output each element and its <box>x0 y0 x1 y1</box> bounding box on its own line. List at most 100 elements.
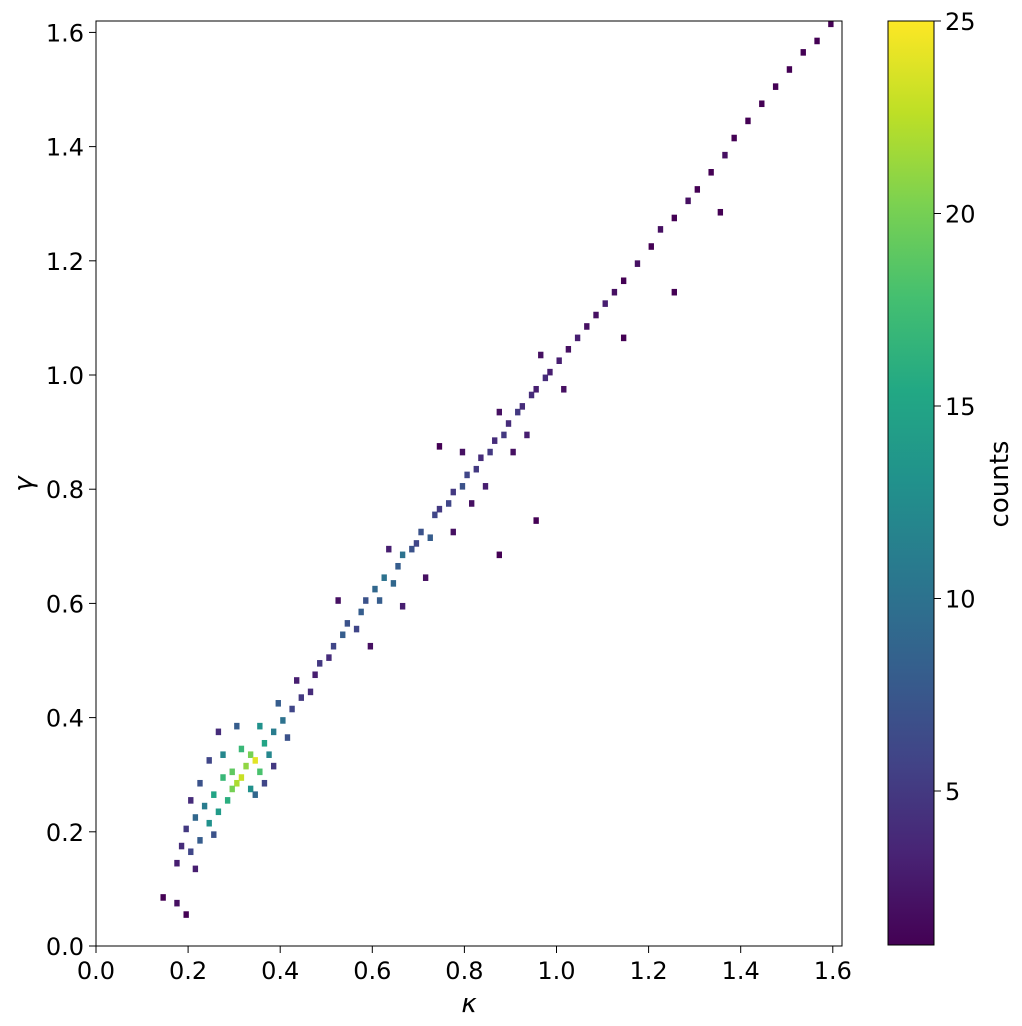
histogram-cell <box>528 391 535 399</box>
histogram-cell <box>515 408 521 416</box>
histogram-cell <box>584 323 590 330</box>
y-tick-label: 0.6 <box>46 590 84 618</box>
y-tick-label: 1.6 <box>46 19 84 47</box>
histogram-cell <box>188 848 194 856</box>
histogram-cell <box>183 911 189 918</box>
histogram-cell <box>270 762 277 770</box>
histogram-cell <box>344 620 351 627</box>
x-axis-label: κ <box>461 989 477 1019</box>
colorbar-label: counts <box>985 441 1015 528</box>
histogram-cell <box>220 751 226 758</box>
histogram-cell <box>261 739 268 747</box>
histogram-cell <box>648 243 654 250</box>
histogram-cell <box>432 511 438 519</box>
histogram-cell <box>234 722 240 730</box>
x-tick-label: 0.8 <box>445 957 483 985</box>
histogram-cell <box>473 465 479 473</box>
histogram-cell <box>270 728 277 736</box>
y-tick-label: 1.2 <box>46 248 84 276</box>
histogram-cell <box>247 751 254 758</box>
histogram-cell <box>294 677 300 684</box>
histogram-cell <box>717 208 724 216</box>
histogram-cell <box>671 214 677 222</box>
histogram-cell <box>814 37 820 45</box>
histogram-cell <box>229 768 235 776</box>
histogram-cell <box>634 260 641 267</box>
histogram-cell <box>215 728 222 736</box>
plot-background <box>96 21 842 946</box>
histogram-cell <box>243 762 249 770</box>
histogram-cell <box>211 831 217 838</box>
histogram-cell <box>372 585 378 593</box>
histogram-cell <box>602 300 608 307</box>
plot-area <box>95 20 843 947</box>
histogram-cell <box>192 865 199 873</box>
histogram-cell <box>206 757 212 764</box>
histogram-cell <box>533 385 539 393</box>
y-axis-label: γ <box>9 475 39 492</box>
histogram-cell <box>533 517 539 524</box>
histogram-cell <box>593 311 599 319</box>
histogram-cell <box>252 791 258 798</box>
histogram-cell <box>671 288 677 296</box>
histogram-cell <box>220 774 226 781</box>
histogram-cell <box>722 151 728 159</box>
histogram-cell <box>160 894 166 901</box>
histogram-cell <box>828 21 834 28</box>
histogram-cell <box>565 346 572 353</box>
histogram-cell <box>386 545 392 553</box>
colorbar-tick-label: 25 <box>945 8 976 36</box>
histogram-cell <box>510 448 516 456</box>
histogram-cell <box>620 277 627 285</box>
histogram-cell <box>685 197 691 205</box>
histogram-cell <box>367 642 374 650</box>
histogram-cell <box>487 448 493 456</box>
histogram-cell <box>399 551 406 559</box>
histogram-cell <box>482 483 489 490</box>
histogram-cell <box>275 700 281 707</box>
x-tick-label: 0.6 <box>353 957 391 985</box>
histogram-cell <box>353 625 360 633</box>
colorbar: 5 10 15 20 25 counts <box>887 8 1015 946</box>
histogram-cell <box>178 842 185 850</box>
histogram-cell <box>574 334 581 342</box>
histogram-cell <box>464 471 470 479</box>
histogram-cell <box>427 534 433 541</box>
histogram-cell <box>524 431 530 439</box>
histogram-cell <box>284 734 291 741</box>
histogram-cell <box>501 431 507 439</box>
histogram-cell <box>358 608 364 616</box>
histogram-cell <box>211 791 217 798</box>
histogram-cell <box>445 500 452 507</box>
histogram-cell <box>234 779 240 787</box>
histogram-cell <box>786 66 793 73</box>
histogram-cell <box>418 528 424 536</box>
histogram-cell <box>206 819 212 827</box>
histogram-cell <box>547 368 553 376</box>
histogram-cell <box>800 49 806 56</box>
histogram-cell <box>459 448 466 456</box>
y-tick-label: 0.4 <box>46 705 84 733</box>
histogram-cell <box>197 837 203 844</box>
y-tick-label: 0.2 <box>46 819 84 847</box>
histogram-cell <box>363 597 369 604</box>
histogram-cell <box>376 597 383 604</box>
histogram-cell <box>229 785 235 793</box>
y-axis: 0.0 0.2 0.4 0.6 0.8 1.0 1.2 1.4 1.6 <box>46 19 96 961</box>
x-tick-label: 0.2 <box>169 957 207 985</box>
histogram-cell <box>326 654 332 661</box>
x-tick-label: 0.4 <box>261 957 299 985</box>
histogram-cells <box>160 21 834 918</box>
histogram-cell <box>436 505 443 513</box>
histogram-cell <box>174 859 180 867</box>
histogram-cell <box>335 597 341 604</box>
histogram-cell <box>252 757 258 764</box>
histogram-cell <box>224 797 231 804</box>
histogram-cell <box>188 797 194 804</box>
histogram-cell <box>266 751 272 758</box>
histogram-cell <box>519 403 526 410</box>
x-tick-label: 1.0 <box>537 957 575 985</box>
histogram-cell <box>280 717 286 724</box>
histogram-cell <box>298 694 304 701</box>
